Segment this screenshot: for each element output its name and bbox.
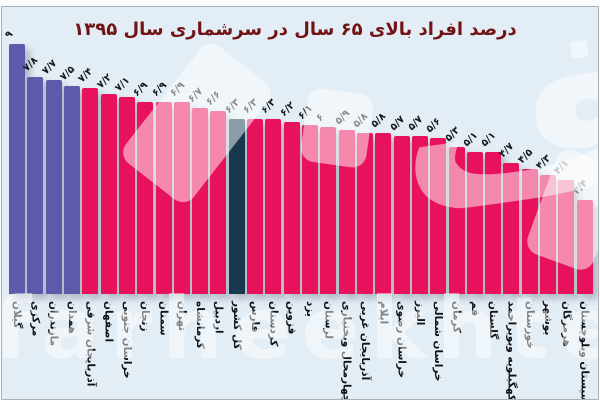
bar [228, 119, 245, 294]
bar-column-22: ۵/۷ خراسان رضوی [388, 43, 410, 378]
bar [210, 111, 227, 294]
province-label: کرمانشاه [194, 301, 207, 349]
bar-column-5: ۷/۴ آذربایجان شرقی [76, 43, 99, 386]
bar [118, 97, 135, 294]
province-label: کهگیلویه وبویراحمد [505, 301, 518, 400]
bar-column-2: ۷/۸ مرکزی [22, 43, 44, 336]
province-label: یزد [304, 301, 316, 317]
bar [137, 102, 154, 294]
province-label: کرمان [450, 301, 463, 334]
province-label: اردبیل [212, 301, 225, 334]
bar-column-9: ۶/۹ سمنان [150, 43, 172, 336]
province-label: فارس [249, 301, 262, 333]
bar-column-17: ۶/۱ یزد [296, 43, 318, 317]
bar [173, 102, 190, 294]
bar-column-13: ۶/۳ کل کشور [223, 43, 245, 350]
province-label: گلستان [487, 301, 500, 340]
bar [265, 119, 282, 294]
bar [521, 169, 538, 294]
bar-column-19: ۵/۹ چهارمحال وبختیاری [333, 43, 355, 399]
bar [45, 80, 62, 294]
bar [448, 147, 465, 294]
bar-column-31: ۴/۱ هرمزگان [553, 43, 575, 347]
province-label: زنجان [139, 301, 152, 332]
province-label: خراسان شمالی [432, 301, 445, 382]
bar-column-29: ۴/۵ خوزستان [516, 43, 538, 349]
province-label: قم [468, 301, 481, 317]
bar [411, 136, 428, 294]
province-label: هرمزگان [560, 301, 573, 347]
bar [485, 152, 502, 294]
province-label: قزوین [285, 301, 298, 335]
bar-column-26: ۵/۱ قم [461, 43, 483, 316]
province-label: آذربایجان غربی [358, 301, 371, 381]
province-label: مازندران [47, 301, 60, 347]
bar [155, 102, 172, 294]
province-label: لرستان [322, 301, 335, 339]
province-label: کل کشور [230, 301, 243, 350]
bar-column-16: ۶/۲ قزوین [278, 43, 300, 334]
province-label: خراسان رضوی [395, 301, 408, 378]
bar [302, 125, 318, 294]
bar [375, 133, 392, 294]
bar-column-10: ۶/۹ تهران [168, 43, 190, 331]
bar-column-15: ۶/۳ کردستان [260, 43, 282, 347]
bar-column-27: ۵/۱ گلستان [479, 43, 502, 339]
province-label: کردستان [267, 301, 280, 347]
bar [27, 77, 44, 294]
bar-column-18: ۶ لرستان [315, 43, 337, 339]
chart-frame: درصد افراد بالای ۶۵ سال در سرشماری سال ۱… [1, 6, 599, 400]
bar [558, 180, 575, 294]
province-label: البرز [413, 301, 426, 326]
province-label: گیلان [11, 301, 23, 329]
province-label: اصفهان [102, 301, 115, 343]
bar-column-8: ۶/۹ زنجان [131, 43, 154, 331]
bar [356, 133, 373, 294]
bar [192, 108, 209, 294]
bar-column-7: ۷/۱ خراسان جنوبی [113, 43, 135, 379]
bar-column-24: ۵/۶ خراسان شمالی [424, 43, 447, 381]
bar [503, 163, 520, 294]
province-label: مرکزی [29, 301, 42, 337]
province-label: بوشهر [542, 301, 555, 336]
bar-column-4: ۷/۵ همدان [58, 43, 80, 334]
bar-column-12: ۶/۶ اردبیل [205, 43, 227, 334]
bar-column-6: ۷/۲ اصفهان [95, 43, 117, 342]
province-label: خوزستان [523, 301, 536, 349]
bar [430, 138, 447, 294]
bar [100, 94, 117, 294]
province-label: چهارمحال وبختیاری [340, 301, 353, 400]
bar [247, 119, 264, 294]
province-label: ایلام [377, 301, 390, 325]
bar [82, 88, 99, 294]
bar [9, 44, 25, 294]
bar [63, 86, 80, 294]
province-label: آذربایجان شرقی [84, 301, 97, 387]
bar-column-11: ۶/۷ کرمانشاه [186, 43, 209, 349]
bar [466, 152, 483, 294]
bar-column-21: ۵/۸ ایلام [369, 43, 392, 324]
bar [283, 122, 300, 294]
bar-column-3: ۷/۷ مازندران [40, 43, 62, 346]
bar [320, 127, 337, 294]
province-label: تهران [175, 301, 188, 331]
province-label: سمنان [157, 301, 170, 336]
bar [338, 130, 355, 294]
province-label: خراسان جنوبی [120, 301, 133, 379]
bar [576, 200, 593, 294]
bar-column-20: ۵/۸ آذربایجان غربی [351, 43, 373, 380]
bar-column-14: ۶/۳ فارس [241, 43, 264, 332]
bar-column-25: ۵/۳ کرمان [443, 43, 465, 333]
bar-chart: ۹ گیلان ۷/۸ مرکزی ۷/۷ مازندران ۷/۵ همدان ۷/۴ آذرب… [3, 29, 593, 399]
province-label: همدان [65, 301, 78, 334]
bar-column-23: ۵/۷ البرز [406, 43, 428, 325]
bar-column-28: ۴/۷ کهگیلویه وبویراحمد [498, 43, 520, 399]
bar-column-1: ۹ گیلان [3, 29, 25, 328]
bar [540, 175, 557, 294]
bar [393, 136, 410, 294]
province-label: سیستان وبلوچستان [578, 301, 591, 400]
bar-column-32: ۳/۴ سیستان وبلوچستان [571, 43, 593, 399]
chart-title: درصد افراد بالای ۶۵ سال در سرشماری سال ۱… [73, 19, 517, 40]
